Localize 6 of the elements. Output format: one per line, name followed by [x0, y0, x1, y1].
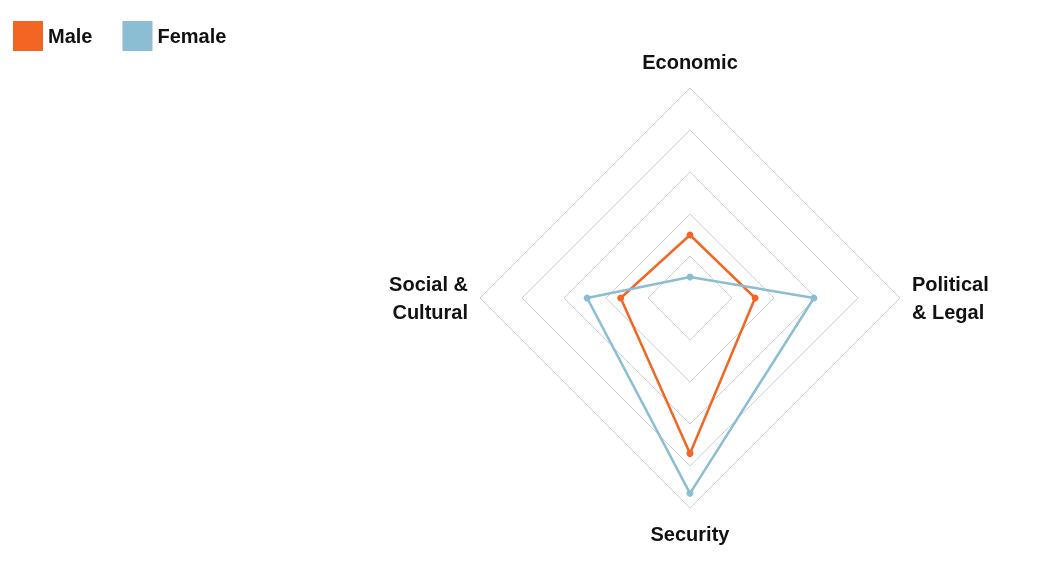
spoke-label: Political & Legal: [912, 273, 989, 323]
spoke-label: Social & Cultural: [389, 273, 468, 323]
spoke-label: Security: [650, 523, 731, 545]
legend-label: Male: [48, 25, 93, 47]
spoke-label: Economic: [642, 51, 738, 73]
legend-label: Female: [157, 25, 227, 47]
